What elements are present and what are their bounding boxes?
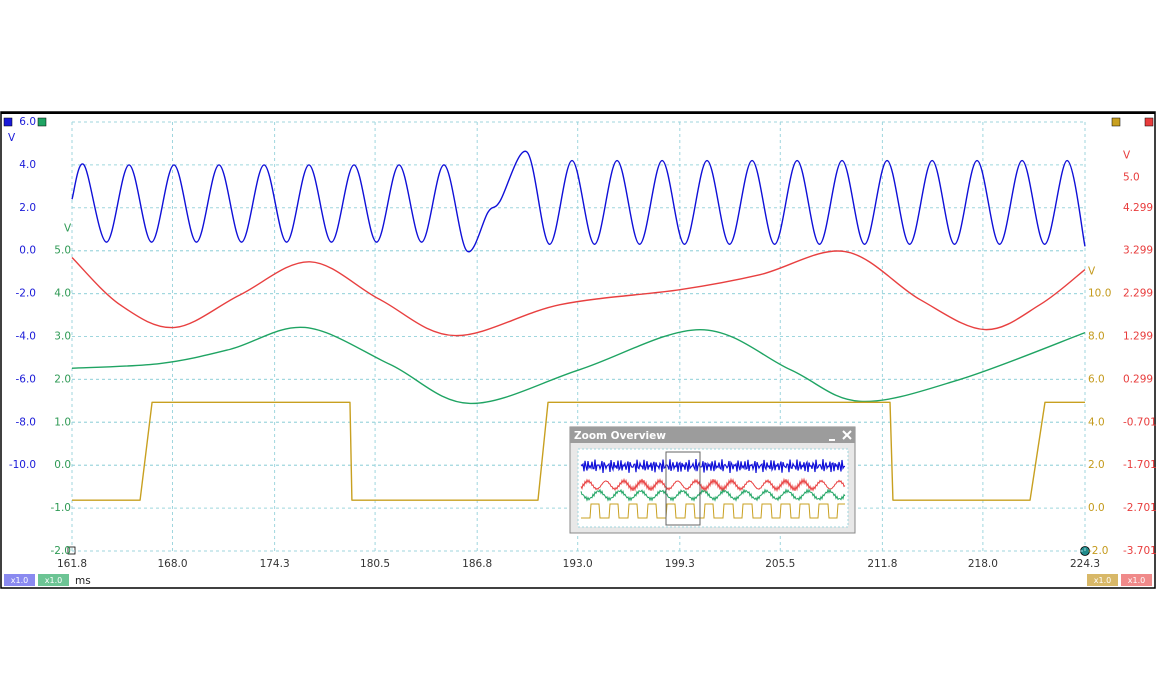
axis-unit: V [1123,150,1131,162]
y-tick-label: 5.0 [1123,172,1140,184]
y-tick-label: 1.0 [54,416,71,428]
y-tick-label: 4.299 [1123,202,1153,214]
y-tick-label: 10.0 [1088,288,1111,300]
y-tick-label: -1.701 [1123,459,1156,471]
y-tick-label: -6.0 [16,373,37,385]
zoom-canvas [577,448,849,528]
trace [71,150,1086,253]
channel-d-marker[interactable] [1144,117,1154,127]
y-tick-label: 2.0 [54,373,71,385]
y-tick-label: -2.701 [1123,502,1156,514]
scale-badge [1121,574,1152,586]
thumb-trace [580,477,846,493]
zoom-title: Zoom Overview [574,430,666,442]
y-tick-label: 2.0 [19,202,36,214]
x-tick-label: 224.3 [1070,558,1100,570]
y-tick-label: 0.299 [1123,373,1153,385]
x-tick-label: 161.8 [57,558,87,570]
thumb-trace [580,488,846,502]
x-tick-label: 186.8 [462,558,492,570]
y-tick-label: -4.0 [16,331,37,343]
scale-badges: x1.0 x1.0 x1.0 x1.0 [4,574,1152,586]
x-tick-label: 211.8 [867,558,897,570]
scale-badge-label: x1.0 [1128,576,1145,585]
axis-unit: V [8,132,16,144]
scale-badge-label: x1.0 [11,576,28,585]
y-tick-label: 8.0 [1088,331,1105,343]
y-tick-label: -1.0 [51,502,72,514]
channel-a-marker[interactable] [3,117,13,127]
scale-badge-label: x1.0 [45,576,62,585]
y-tick-label: 0.0 [54,459,71,471]
trace [72,401,1085,501]
zoom-window[interactable] [665,451,701,526]
axis-unit: V [1088,266,1096,278]
y-tick-label: 5.0 [54,245,71,257]
y-tick-label: -8.0 [16,416,37,428]
x-tick-label: 174.3 [260,558,290,570]
y-tick-label: -3.701 [1123,545,1156,557]
x-tick-label: 193.0 [563,558,593,570]
trace [71,250,1086,337]
y-tick-label: 3.299 [1123,245,1153,257]
zoom-thumbnail [580,459,846,519]
y-tick-label: -2.0 [51,545,72,557]
zoom-overview[interactable]: Zoom Overview [569,426,856,534]
y-tick-label: 0.0 [19,245,36,257]
x-axis-unit: ms [75,575,91,587]
x-tick-label: 199.3 [665,558,695,570]
y-tick-label: 3.0 [54,331,71,343]
y-tick-label: -2.0 [1088,545,1109,557]
channel-c-marker[interactable] [1111,117,1121,127]
y-tick-label: 2.299 [1123,288,1153,300]
y-tick-label: 6.0 [19,116,36,128]
axis-unit: V [64,223,72,235]
y-tick-label: 0.0 [1088,502,1105,514]
y-tick-label: 4.0 [19,159,36,171]
scale-badge [38,574,69,586]
y-tick-label: -2.0 [16,288,37,300]
y-tick-label: 4.0 [54,288,71,300]
scale-badge [1087,574,1118,586]
y-tick-label: 1.299 [1123,331,1153,343]
channel-b-marker[interactable] [37,117,47,127]
y-tick-label: 2.0 [1088,459,1105,471]
y-tick-label: 6.0 [1088,373,1105,385]
thumb-trace [581,503,845,519]
close-button[interactable] [842,430,852,440]
x-tick-label: 168.0 [157,558,187,570]
y-tick-label: 4.0 [1088,416,1105,428]
trace [71,326,1086,405]
scale-badge-label: x1.0 [1094,576,1111,585]
x-tick-label: 218.0 [968,558,998,570]
x-tick-label: 180.5 [360,558,390,570]
zoom-titlebar [570,427,855,443]
x-tick-label: 205.5 [765,558,795,570]
thumb-trace [580,459,846,473]
y-tick-label: -0.701 [1123,416,1156,428]
scale-badge [4,574,35,586]
top-border [0,112,1156,114]
y-tick-label: -10.0 [9,459,36,471]
